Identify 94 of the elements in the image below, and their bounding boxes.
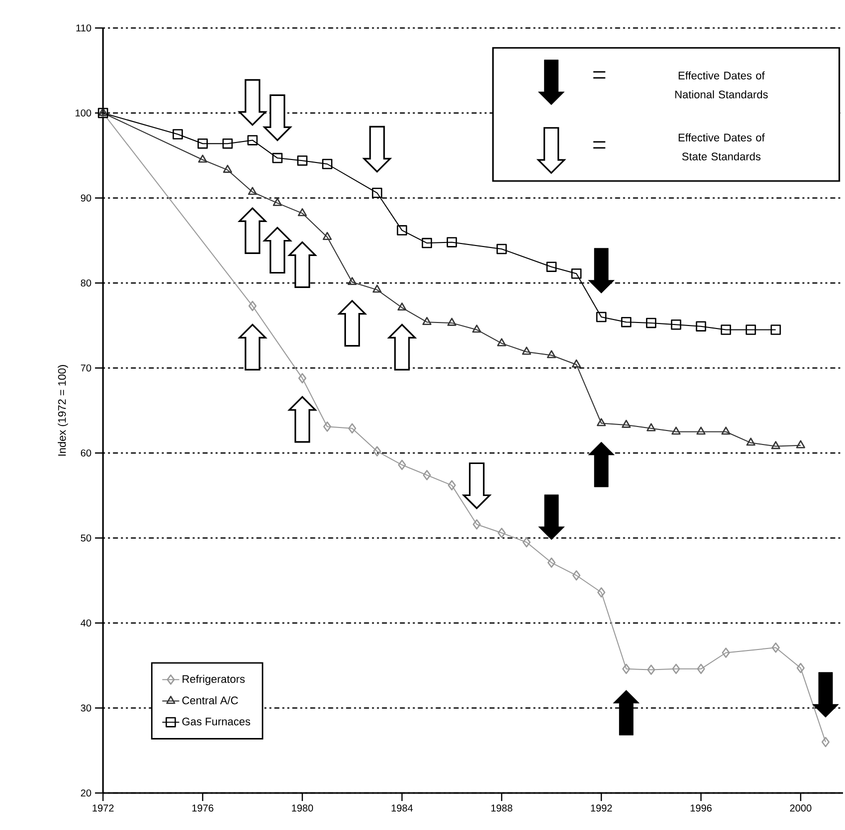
- y-tick-label: 30: [80, 704, 92, 712]
- point: [771, 441, 780, 450]
- point: [796, 662, 805, 674]
- point: [546, 262, 557, 272]
- point: [448, 480, 456, 490]
- point: [672, 426, 681, 435]
- point: [696, 426, 706, 435]
- point: [621, 316, 632, 328]
- x-tick-label: 1980: [292, 804, 314, 812]
- point: [447, 318, 456, 326]
- point: [248, 186, 258, 195]
- point: [323, 422, 332, 432]
- point: [522, 346, 532, 355]
- point: [622, 420, 631, 428]
- point: [670, 320, 682, 330]
- point: [373, 446, 382, 456]
- point: [571, 268, 582, 279]
- point: [498, 528, 506, 538]
- point: [422, 238, 432, 248]
- point: [172, 129, 183, 140]
- point: [297, 155, 308, 166]
- x-tick-label: 1996: [690, 804, 712, 812]
- point: [422, 470, 431, 480]
- x-tick-label: 1984: [392, 804, 413, 812]
- point: [322, 158, 332, 170]
- y-axis-title: Index (1972 = 100): [58, 365, 68, 456]
- point: [372, 284, 382, 293]
- annotation: Effective Dates of State Standards: [678, 133, 765, 160]
- x-tick-label: 1992: [591, 804, 612, 812]
- point: [298, 373, 306, 384]
- x-tick-label: 1988: [491, 804, 512, 812]
- point: [770, 324, 781, 335]
- point: [597, 587, 606, 598]
- point: [472, 324, 482, 333]
- y-tick-label: 80: [80, 279, 92, 287]
- point: [497, 338, 506, 346]
- point: [647, 664, 656, 675]
- point: [298, 208, 307, 216]
- point: [596, 418, 606, 426]
- point: [722, 648, 730, 658]
- point: [546, 350, 556, 358]
- point: [646, 423, 656, 432]
- annotation: Effective Dates of National Standards: [675, 71, 768, 98]
- point: [746, 324, 756, 335]
- point: [198, 138, 208, 149]
- point: [696, 664, 705, 674]
- point: [397, 302, 407, 311]
- point: [348, 277, 357, 286]
- point: [720, 324, 732, 335]
- point: [822, 736, 830, 748]
- point: [222, 138, 233, 149]
- legend-label: Refrigerators: [182, 674, 245, 686]
- point: [796, 440, 806, 448]
- x-tick-label: 1972: [92, 804, 114, 812]
- point: [746, 438, 756, 446]
- point: [547, 558, 556, 568]
- point: [372, 188, 382, 198]
- point: [772, 642, 780, 653]
- x-tick-label: 1976: [192, 804, 214, 812]
- y-tick-label: 40: [80, 619, 92, 627]
- y-tick-label: 50: [80, 534, 92, 542]
- y-tick-label: 70: [80, 364, 92, 372]
- y-tick-label: 100: [76, 109, 92, 117]
- point: [446, 237, 457, 248]
- y-tick-label: 110: [76, 24, 92, 32]
- point: [248, 300, 257, 312]
- point: [572, 359, 581, 368]
- x-tick-label: 2000: [790, 804, 812, 812]
- point: [247, 135, 258, 146]
- legend-label: Gas Furnaces: [182, 718, 250, 726]
- point: [596, 312, 606, 322]
- legend-label: Central A/C: [182, 696, 238, 704]
- point: [272, 152, 283, 164]
- point: [696, 321, 706, 332]
- y-tick-label: 90: [80, 194, 92, 202]
- point: [223, 164, 232, 173]
- point: [572, 570, 580, 581]
- point: [198, 154, 208, 163]
- y-tick-label: 60: [80, 449, 92, 457]
- point: [496, 244, 507, 254]
- point: [272, 198, 282, 206]
- point: [422, 316, 432, 325]
- point: [522, 537, 531, 548]
- point: [721, 426, 730, 435]
- y-tick-label: 20: [80, 789, 92, 797]
- point: [398, 460, 406, 470]
- point: [98, 108, 108, 116]
- point: [672, 664, 680, 674]
- point: [322, 232, 332, 240]
- point: [396, 225, 408, 236]
- point: [348, 423, 356, 434]
- point: [622, 664, 630, 674]
- point: [472, 519, 481, 530]
- point: [646, 318, 656, 328]
